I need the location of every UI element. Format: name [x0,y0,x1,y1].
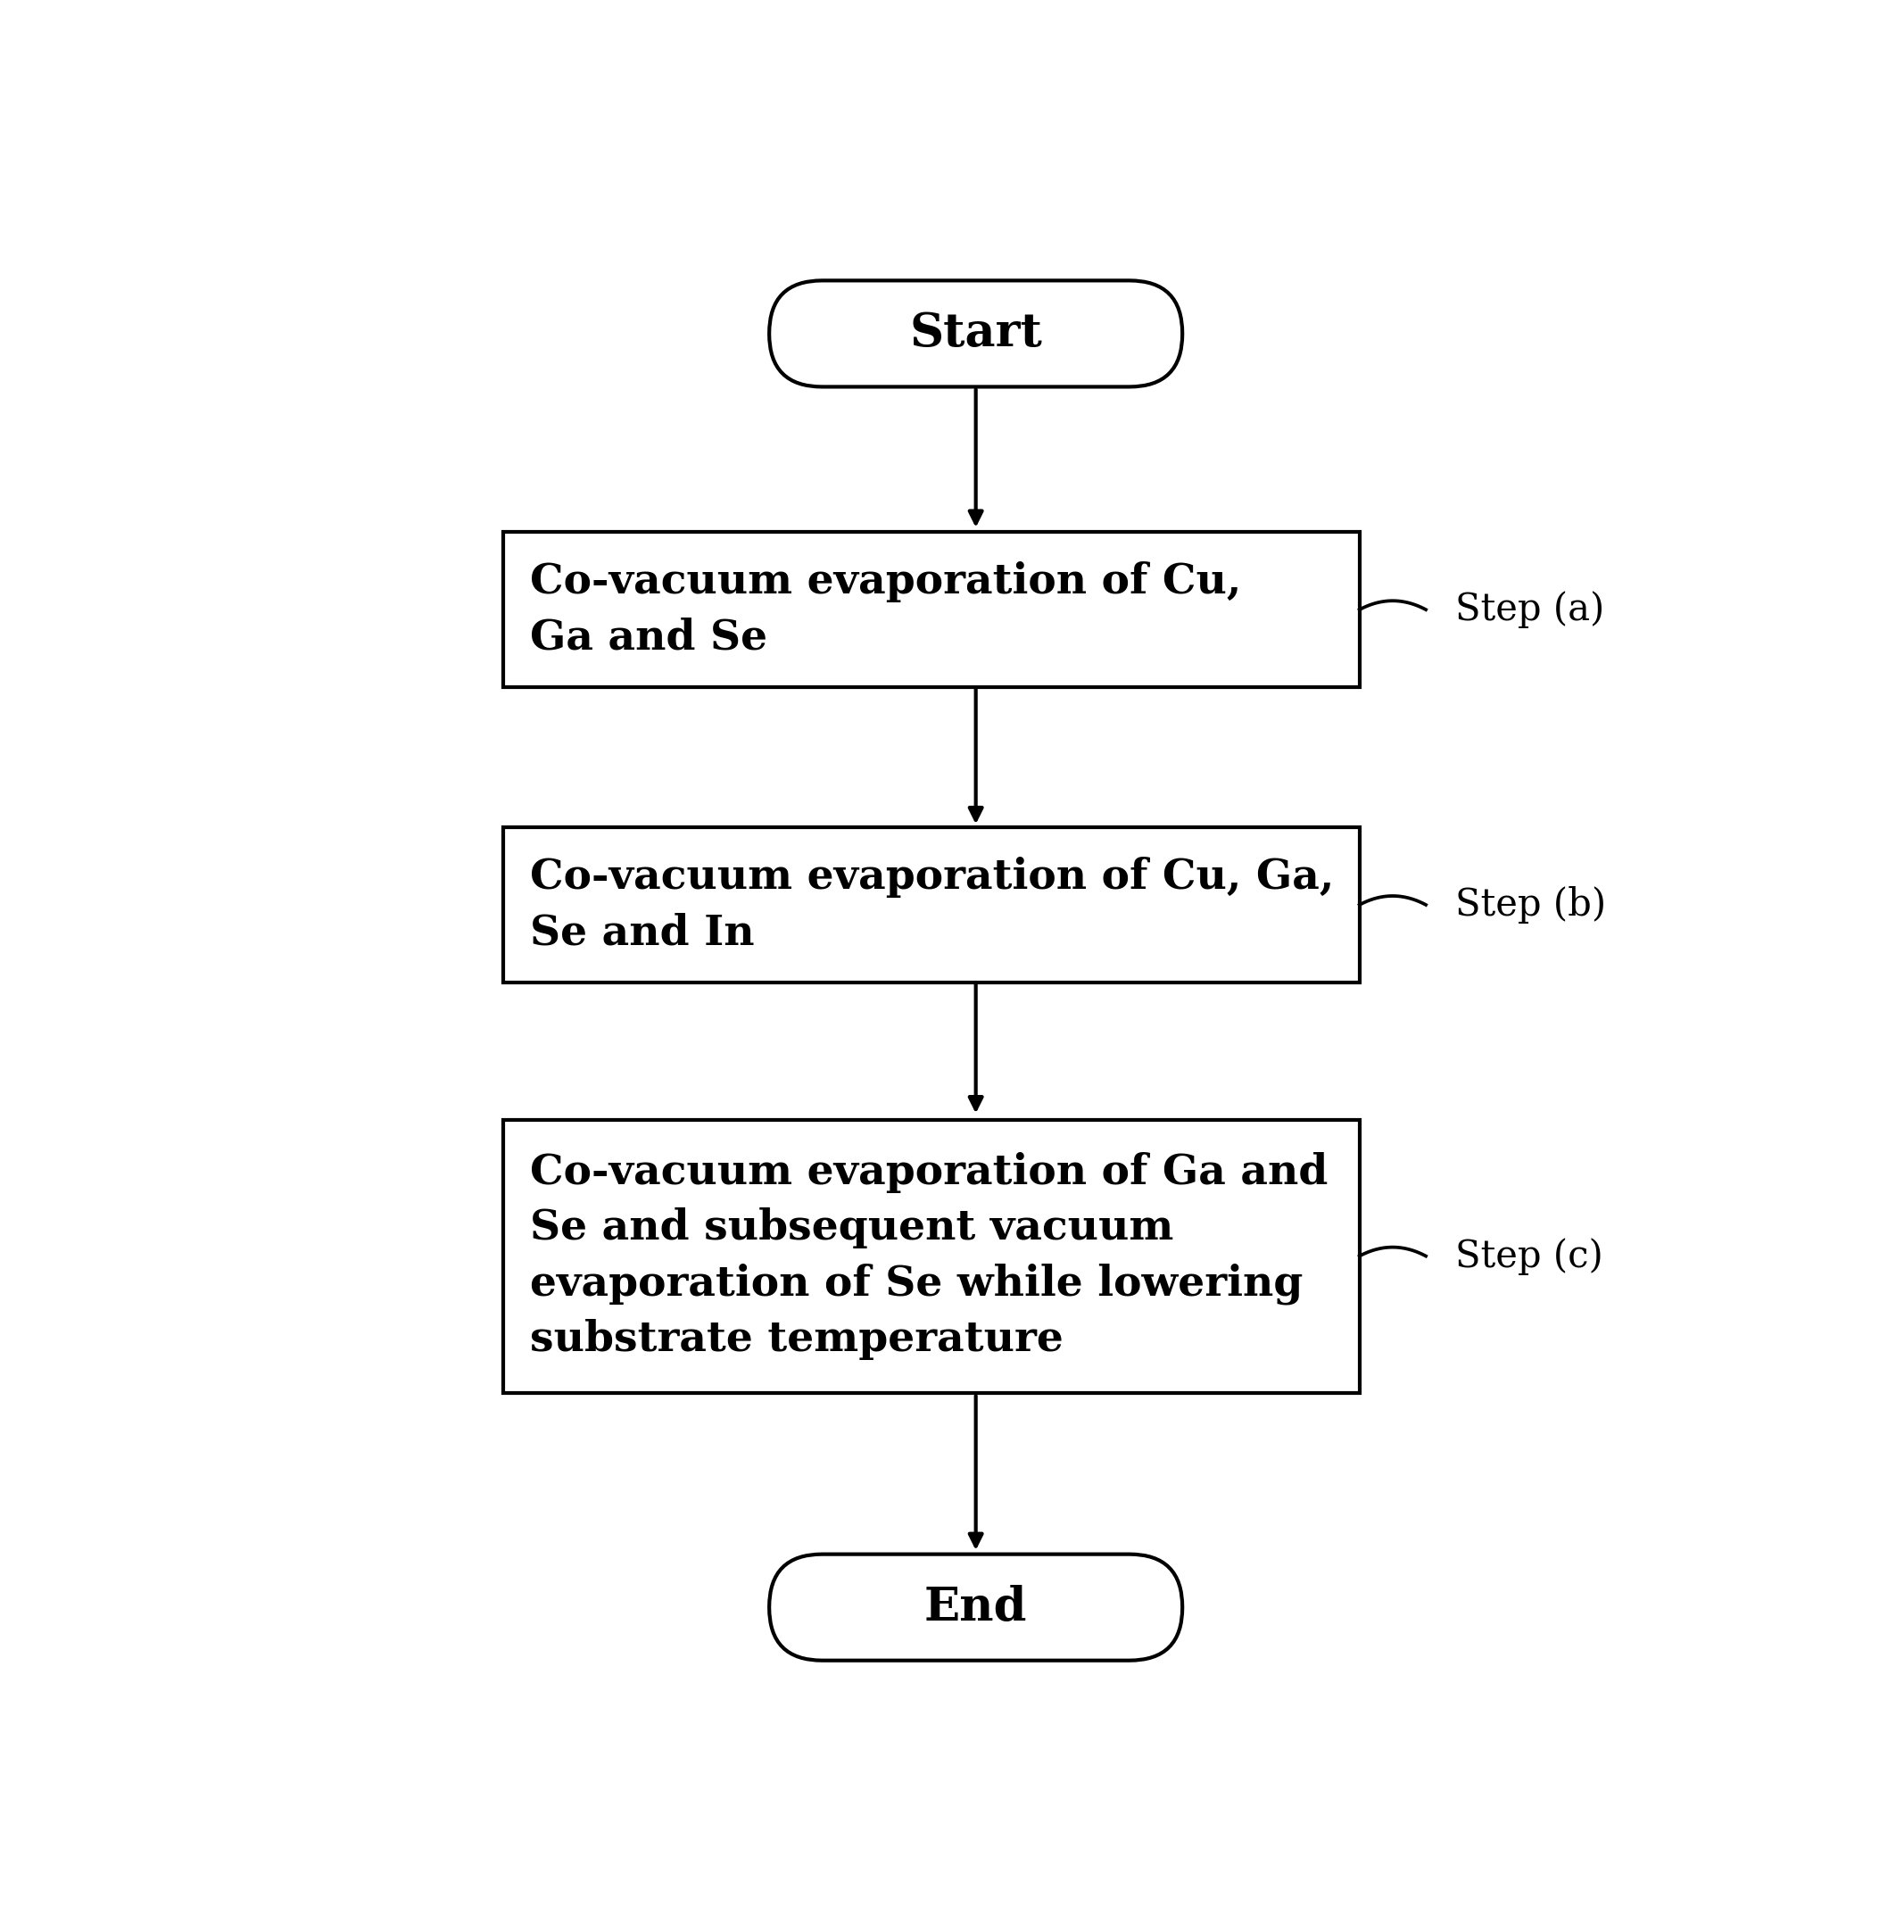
Text: Step (b): Step (b) [1455,887,1607,923]
Text: Step (c): Step (c) [1455,1236,1603,1275]
Text: Co-vacuum evaporation of Ga and
Se and subsequent vacuum
evaporation of Se while: Co-vacuum evaporation of Ga and Se and s… [529,1151,1329,1360]
Bar [505,531,1359,688]
Text: End: End [923,1584,1028,1631]
Bar [505,827,1359,981]
Text: Step (a): Step (a) [1455,591,1605,628]
FancyBboxPatch shape [769,1553,1182,1660]
FancyBboxPatch shape [769,280,1182,386]
Text: Start: Start [910,311,1041,355]
Text: Co-vacuum evaporation of Cu, Ga,
Se and In: Co-vacuum evaporation of Cu, Ga, Se and … [529,856,1335,952]
Text: Co-vacuum evaporation of Cu,
Ga and Se: Co-vacuum evaporation of Cu, Ga and Se [529,562,1241,659]
Bar [505,1119,1359,1393]
